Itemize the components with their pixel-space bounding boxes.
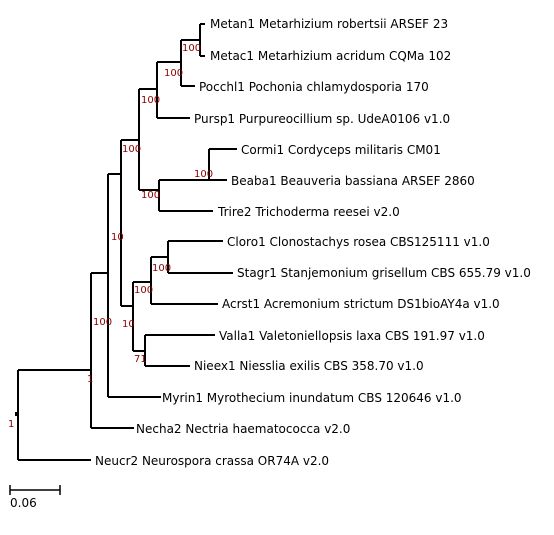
leaf-label: Necha2 Nectria haematococca v2.0 xyxy=(136,422,350,436)
leaf-label: Cloro1 Clonostachys rosea CBS125111 v1.0 xyxy=(227,235,490,249)
leaf-label: Metan1 Metarhizium robertsii ARSEF 23 xyxy=(210,17,448,31)
support-value: 100 xyxy=(141,190,160,201)
leaf-label: Nieex1 Niesslia exilis CBS 358.70 v1.0 xyxy=(194,359,424,373)
leaf-label: Pocchl1 Pochonia chlamydosporia 170 xyxy=(199,80,429,94)
support-value: 100 xyxy=(194,169,213,180)
scale-bar-line xyxy=(9,485,61,495)
leaf-label: Metac1 Metarhizium acridum CQMa 102 xyxy=(210,49,451,63)
support-value: 100 xyxy=(122,144,141,155)
branch-node-d xyxy=(121,89,140,190)
leaf-label: Beaba1 Beauveria bassiana ARSEF 2860 xyxy=(231,174,475,188)
leaf-label: Stagr1 Stanjemonium grisellum CBS 655.79… xyxy=(237,266,531,280)
support-value: 100 xyxy=(93,317,112,328)
branch-node-k xyxy=(133,257,218,305)
root-marker xyxy=(15,412,19,416)
leaf-label: Myrin1 Myrothecium inundatum CBS 120646 … xyxy=(162,391,462,405)
support-value: 100 xyxy=(134,285,153,296)
branch-node-f xyxy=(157,40,195,87)
branch-node-j xyxy=(121,282,134,351)
branch-node-e xyxy=(139,62,190,119)
support-value: 100 xyxy=(152,263,171,274)
leaf-label: Trire2 Trichoderma reesei v2.0 xyxy=(217,205,400,219)
scale-bar: 0.06 xyxy=(9,485,61,510)
branch-node-a xyxy=(90,273,134,429)
branch-node-b xyxy=(91,174,161,398)
branch-node-m xyxy=(133,334,215,367)
support-value: 71 xyxy=(134,354,147,365)
branch-node-c xyxy=(108,140,122,306)
scale-bar-label: 0.06 xyxy=(10,496,37,510)
leaf-label: Pursp1 Purpureocillium sp. UdeA0106 v1.0 xyxy=(194,112,450,126)
branch-node-l xyxy=(151,240,233,274)
tree-branches xyxy=(15,23,237,461)
support-value: 100 xyxy=(164,68,183,79)
branch-node-h xyxy=(139,180,213,212)
branch-node-g xyxy=(181,23,205,57)
support-value: 10 xyxy=(122,319,135,330)
support-value: 1 xyxy=(87,374,93,385)
leaf-label: Acrst1 Acremonium strictum DS1bioAY4a v1… xyxy=(222,297,500,311)
leaf-labels: Metan1 Metarhizium robertsii ARSEF 23 Me… xyxy=(95,17,531,468)
support-value: 100 xyxy=(182,43,201,54)
leaf-label: Valla1 Valetoniellopsis laxa CBS 191.97 … xyxy=(219,329,485,343)
leaf-label: Cormi1 Cordyceps militaris CM01 xyxy=(241,143,441,157)
support-value: 10 xyxy=(111,232,124,243)
leaf-label: Neucr2 Neurospora crassa OR74A v2.0 xyxy=(95,454,329,468)
support-values: 100 100 100 100 100 100 10 100 100 10 71… xyxy=(8,43,213,430)
support-value: 1 xyxy=(8,419,14,430)
branch-root xyxy=(17,369,91,461)
branch-node-i xyxy=(159,148,237,181)
support-value: 100 xyxy=(141,95,160,106)
